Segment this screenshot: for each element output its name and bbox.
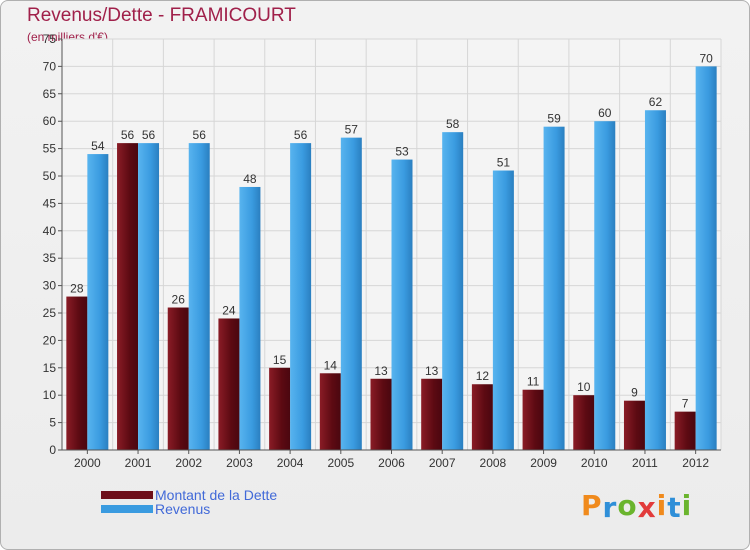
- bar-dette: [269, 367, 291, 450]
- bar-dette: [319, 373, 341, 450]
- data-label-dette: 13: [374, 364, 388, 378]
- x-tick-label: 2007: [429, 456, 456, 470]
- y-tick-label: 30: [43, 279, 57, 293]
- data-label-dette: 24: [222, 303, 236, 317]
- bar-dette: [573, 395, 595, 450]
- y-tick-label: 60: [43, 114, 57, 128]
- legend-swatch-revenus: [101, 505, 153, 513]
- logo-letter: o: [617, 489, 638, 522]
- bar-revenus: [442, 132, 464, 450]
- bar-revenus: [340, 137, 362, 450]
- legend-item-revenus: Revenus: [101, 501, 210, 517]
- y-tick-label: 65: [43, 87, 57, 101]
- data-label-revenus: 56: [294, 128, 308, 142]
- bar-revenus: [290, 143, 312, 450]
- bar-dette: [66, 296, 88, 450]
- y-tick-label: 0: [49, 443, 56, 457]
- legend-item-debt: Montant de la Dette: [101, 487, 277, 503]
- logo-letter: P: [581, 489, 603, 522]
- bar-revenus: [695, 66, 717, 451]
- legend-swatch-debt: [101, 491, 153, 499]
- legend-label-revenus: Revenus: [155, 501, 211, 517]
- x-tick-label: 2010: [581, 456, 608, 470]
- bar-dette: [117, 143, 139, 450]
- bar-dette: [218, 318, 240, 450]
- bar-revenus: [87, 154, 109, 450]
- data-label-dette: 10: [577, 380, 591, 394]
- data-label-revenus: 56: [193, 128, 207, 142]
- x-tick-label: 2005: [327, 456, 354, 470]
- bar-dette: [522, 389, 544, 450]
- data-label-dette: 7: [682, 397, 689, 411]
- bar-revenus: [492, 170, 514, 450]
- y-tick-label: 70: [43, 59, 57, 73]
- bar-revenus: [644, 110, 666, 451]
- bar-revenus: [391, 159, 413, 450]
- x-tick-label: 2002: [175, 456, 202, 470]
- data-label-revenus: 48: [243, 172, 257, 186]
- data-label-dette: 14: [324, 358, 338, 372]
- y-tick-label: 35: [43, 251, 57, 265]
- logo-letter: i: [681, 489, 693, 522]
- data-label-dette: 13: [425, 364, 439, 378]
- bar-dette: [623, 400, 645, 450]
- logo-letter: i: [656, 489, 668, 522]
- x-tick-label: 2004: [277, 456, 304, 470]
- data-label-revenus: 56: [142, 128, 156, 142]
- bar-revenus: [138, 143, 160, 450]
- bar-revenus: [543, 126, 565, 451]
- x-tick-label: 2011: [632, 456, 658, 470]
- y-tick-label: 25: [43, 306, 57, 320]
- data-label-dette: 9: [631, 386, 638, 400]
- data-label-revenus: 60: [598, 106, 612, 120]
- proxiti-logo: Proxiti: [581, 489, 693, 524]
- logo-letter: x: [637, 491, 657, 524]
- y-tick-label: 55: [43, 142, 57, 156]
- data-label-revenus: 54: [91, 139, 105, 153]
- data-label-dette: 28: [70, 282, 84, 296]
- data-label-dette: 11: [527, 375, 540, 389]
- y-tick-label: 15: [43, 361, 57, 375]
- y-tick-label: 75: [43, 32, 57, 46]
- data-label-revenus: 70: [699, 51, 713, 65]
- data-label-revenus: 57: [345, 123, 359, 137]
- logo-letter: t: [667, 491, 682, 524]
- bar-revenus: [594, 121, 616, 450]
- y-tick-label: 50: [43, 169, 57, 183]
- data-label-dette: 26: [172, 293, 186, 307]
- bar-dette: [674, 411, 696, 450]
- data-label-revenus: 62: [649, 95, 663, 109]
- x-tick-label: 2003: [226, 456, 253, 470]
- x-tick-label: 2006: [378, 456, 405, 470]
- data-label-dette: 15: [273, 353, 287, 367]
- y-tick-label: 45: [43, 196, 57, 210]
- bar-revenus: [188, 143, 210, 450]
- data-label-revenus: 58: [446, 117, 460, 131]
- x-tick-label: 2008: [480, 456, 507, 470]
- logo-letter: r: [602, 491, 618, 524]
- data-label-dette: 56: [121, 128, 135, 142]
- bar-dette: [167, 307, 189, 450]
- chart-title: Revenus/Dette - FRAMICOURT: [27, 5, 296, 26]
- bar-dette: [370, 378, 392, 450]
- legend-label-debt: Montant de la Dette: [155, 487, 278, 503]
- data-label-revenus: 59: [547, 112, 561, 126]
- y-tick-label: 40: [43, 224, 57, 238]
- bar-dette: [421, 378, 443, 450]
- bar-revenus: [239, 186, 261, 450]
- data-label-revenus: 53: [395, 145, 409, 159]
- y-tick-label: 10: [43, 388, 57, 402]
- y-tick-label: 5: [49, 416, 56, 430]
- x-tick-label: 2009: [530, 456, 557, 470]
- y-tick-label: 20: [43, 333, 57, 347]
- x-tick-label: 2012: [682, 456, 709, 470]
- data-label-revenus: 51: [497, 156, 511, 170]
- bar-dette: [471, 384, 493, 450]
- x-tick-label: 2001: [125, 456, 152, 470]
- x-tick-label: 2000: [74, 456, 101, 470]
- data-label-dette: 12: [476, 369, 490, 383]
